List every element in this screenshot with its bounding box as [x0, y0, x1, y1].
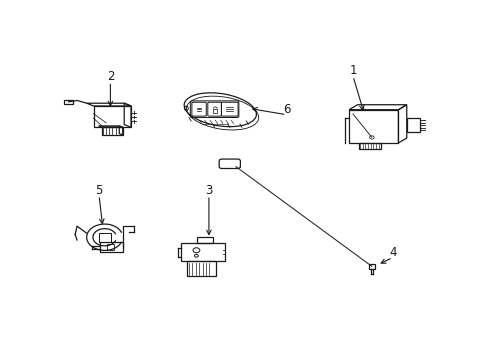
Text: 3: 3: [205, 184, 212, 197]
Text: 1: 1: [348, 64, 356, 77]
Text: 5: 5: [95, 184, 102, 197]
Text: 6: 6: [282, 103, 290, 116]
Text: 2: 2: [106, 70, 114, 83]
Text: 4: 4: [388, 246, 396, 259]
